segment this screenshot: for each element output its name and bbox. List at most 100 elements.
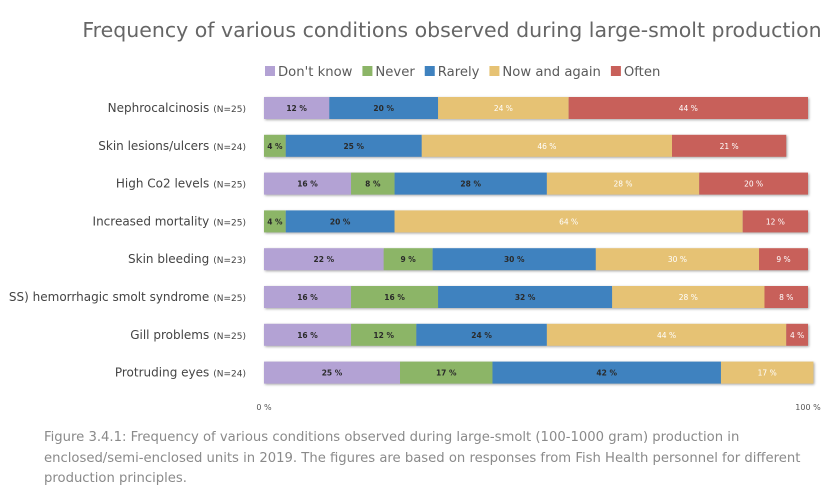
- data-label: 16 %: [384, 293, 405, 302]
- data-label: 12 %: [766, 217, 785, 226]
- bar-segment-never: [264, 134, 286, 157]
- data-label: 16 %: [297, 293, 318, 302]
- data-label: 32 %: [515, 293, 536, 302]
- data-label: 21 %: [720, 142, 739, 151]
- sample-size: (N=25): [213, 105, 246, 115]
- sample-size: (N=25): [213, 294, 246, 304]
- data-label: 9 %: [776, 255, 790, 264]
- bar-segment-rarely: [492, 361, 721, 384]
- category-label: Skin lesions/ulcers (N=24): [98, 139, 246, 153]
- data-label: 28 %: [679, 293, 698, 302]
- bar-segment-rarely: [432, 248, 596, 271]
- data-label: 25 %: [322, 369, 343, 378]
- stacked-bar: [264, 323, 808, 346]
- stacked-bar: [264, 286, 808, 308]
- data-label: 8 %: [779, 293, 793, 302]
- data-label: 8 %: [365, 180, 381, 189]
- category-name: Increased mortality: [93, 214, 210, 228]
- bar-segment-now-and-again: [595, 248, 760, 271]
- category-label: Nephrocalcinosis (N=25): [108, 101, 246, 115]
- data-label: 4 %: [267, 217, 283, 226]
- legend-swatch: [610, 66, 621, 76]
- data-label: 44 %: [657, 331, 676, 340]
- bar-segment-never: [351, 172, 395, 195]
- bar-segment-often: [786, 323, 808, 346]
- data-label: 22 %: [314, 255, 335, 264]
- category-label: High Co2 levels (N=25): [116, 177, 246, 191]
- data-label: 28 %: [460, 180, 481, 189]
- bar-segment-never: [383, 248, 433, 271]
- bar-segment-rarely: [329, 97, 439, 119]
- bar-segment-rarely: [416, 323, 547, 346]
- legend-item-now-and-again: Now and again: [489, 65, 601, 80]
- data-label: 20 %: [373, 104, 394, 113]
- category-name: SS) hemorrhagic smolt syndrome: [9, 290, 209, 304]
- sample-size: (N=23): [213, 256, 246, 266]
- sample-size: (N=24): [213, 370, 246, 380]
- stacked-bar: [264, 134, 787, 157]
- sample-size: (N=25): [213, 218, 246, 228]
- data-label: 16 %: [297, 331, 318, 340]
- data-label: 4 %: [267, 142, 283, 151]
- bar-segment-often: [672, 134, 787, 157]
- bar-segment-never: [351, 286, 439, 308]
- bar-segment-now-and-again: [394, 210, 743, 233]
- x-tick-label: 100 %: [795, 403, 821, 412]
- bar-row-gill-problems: Gill problems (N=25) 16 % 12 % 24 % 44 % 4 %: [130, 323, 808, 346]
- x-axis: 0 % 100 %: [256, 403, 821, 412]
- legend-swatch: [265, 66, 275, 76]
- bar-segment-never: [351, 323, 417, 346]
- data-label: 20 %: [330, 217, 351, 226]
- category-name: High Co2 levels: [116, 177, 209, 191]
- bar-segment-rarely: [285, 134, 422, 157]
- data-label: 44 %: [679, 104, 698, 113]
- chart: Frequency of various conditions observed…: [9, 18, 822, 412]
- bar-segment-never: [400, 361, 493, 384]
- bar-segment-rarely: [394, 172, 547, 195]
- data-label: 28 %: [614, 180, 633, 189]
- legend-label: Don't know: [278, 65, 353, 80]
- chart-svg: Frequency of various conditions observed…: [9, 18, 822, 412]
- bar-segment-now-and-again: [720, 361, 814, 384]
- stacked-bar: [264, 97, 808, 119]
- data-label: 30 %: [504, 255, 525, 264]
- legend-label: Often: [624, 65, 660, 80]
- bar-rows: Nephrocalcinosis (N=25) 12 % 20 % 24 % 44 %Sk…: [9, 97, 814, 384]
- sample-size: (N=24): [213, 143, 246, 153]
- bar-segment-now-and-again: [438, 97, 569, 119]
- bar-segment-don-t-know: [264, 361, 400, 384]
- data-label: 24 %: [494, 104, 513, 113]
- legend-swatch: [489, 66, 500, 76]
- bar-segment-often: [742, 210, 808, 233]
- data-label: 30 %: [668, 255, 687, 264]
- data-label: 9 %: [400, 255, 416, 264]
- bar-segment-don-t-know: [264, 172, 352, 195]
- bar-segment-now-and-again: [612, 286, 765, 308]
- bar-segment-now-and-again: [546, 323, 787, 346]
- legend-item-never: Never: [362, 65, 415, 80]
- bar-segment-often: [759, 248, 808, 271]
- bar-segment-never: [264, 210, 286, 233]
- figure-caption: Figure 3.4.1: Frequency of various condi…: [44, 430, 801, 486]
- data-label: 20 %: [744, 180, 763, 189]
- bar-segment-don-t-know: [264, 248, 384, 271]
- stacked-bar: [264, 361, 814, 384]
- x-tick-label: 0 %: [256, 403, 272, 412]
- bar-segment-don-t-know: [264, 97, 330, 119]
- legend-label: Never: [375, 65, 415, 80]
- sample-size: (N=25): [213, 181, 246, 191]
- data-label: 24 %: [471, 331, 492, 340]
- chart-title: Frequency of various conditions observed…: [82, 18, 821, 42]
- legend-item-rarely: Rarely: [424, 65, 480, 80]
- category-name: Nephrocalcinosis: [108, 101, 210, 115]
- category-label: Skin bleeding (N=23): [128, 252, 246, 266]
- bar-row-protruding-eyes: Protruding eyes (N=24) 25 % 17 % 42 % 17 %: [115, 361, 814, 384]
- data-label: 12 %: [373, 331, 394, 340]
- bar-row-high-co2-levels: High Co2 levels (N=25) 16 % 8 % 28 % 28 % 20 %: [116, 172, 808, 195]
- bar-segment-now-and-again: [421, 134, 672, 157]
- legend-swatch: [362, 66, 373, 76]
- bar-row-increased-mortality: Increased mortality (N=25) 4 % 20 % 64 % 12 %: [93, 210, 808, 233]
- bar-row-ss-hemorrhagic-smolt-syndrome: SS) hemorrhagic smolt syndrome (N=25) 16 %…: [9, 286, 808, 308]
- bar-row-skin-bleeding: Skin bleeding (N=23) 22 % 9 % 30 % 30 % 9 %: [128, 248, 808, 271]
- data-label: 17 %: [758, 369, 777, 378]
